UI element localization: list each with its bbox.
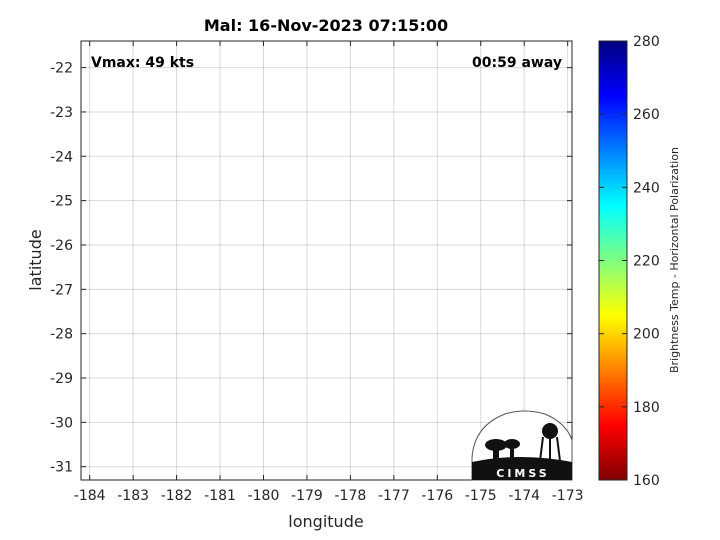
y-tick-label: -29 — [50, 371, 73, 387]
y-tick-label: -22 — [50, 61, 73, 77]
y-tick-label: -25 — [50, 194, 73, 210]
x-tick-label: -178 — [335, 488, 367, 504]
x-tick-label: -177 — [378, 488, 410, 504]
tick-layer: -184 -183 -182 -181 -180 -179 -178 -177 -176 -175… — [50, 41, 584, 504]
y-tick-label: -28 — [50, 327, 73, 343]
plot-area — [81, 41, 572, 480]
x-tick-label: -182 — [161, 488, 193, 504]
y-tick-label: -31 — [50, 460, 73, 476]
x-tick-label: -179 — [291, 488, 323, 504]
y-tick-label: -24 — [50, 149, 73, 165]
x-tick-label: -183 — [117, 488, 149, 504]
y-tick-label: -26 — [50, 238, 73, 254]
colorbar-tick-label: 180 — [633, 400, 660, 416]
colorbar-ticks: 160 180 200 220 240 260 280 — [599, 34, 660, 489]
x-tick-label: -181 — [204, 488, 236, 504]
x-tick-label: -174 — [508, 488, 540, 504]
chart-title: Mal: 16-Nov-2023 07:15:00 — [204, 16, 448, 35]
colorbar-tick-label: 260 — [633, 107, 660, 123]
x-tick-label: -173 — [552, 488, 584, 504]
x-axis-label: longitude — [288, 512, 363, 531]
y-tick-label: -23 — [50, 105, 73, 121]
x-tick-label: -176 — [421, 488, 453, 504]
colorbar-label: Brightness Temp - Horizontal Polarizatio… — [668, 147, 681, 373]
colorbar-tick-label: 200 — [633, 327, 660, 343]
colorbar-tick-label: 240 — [633, 180, 660, 196]
colorbar-tick-label: 280 — [633, 34, 660, 50]
y-tick-label: -27 — [50, 282, 73, 298]
y-axis-label: latitude — [26, 229, 45, 290]
time-away-annotation: 00:59 away — [472, 55, 562, 71]
x-tick-label: -175 — [465, 488, 497, 504]
axes-frame — [80, 40, 573, 481]
x-tick-label: -184 — [74, 488, 106, 504]
y-tick-label: -30 — [50, 415, 73, 431]
colorbar-tick-label: 220 — [633, 254, 660, 270]
vmax-annotation: Vmax: 49 kts — [91, 55, 194, 71]
x-tick-label: -180 — [248, 488, 280, 504]
cimss-logo: CIMSS — [471, 410, 573, 481]
colorbar-tick-label: 160 — [633, 473, 660, 489]
logo-text: CIMSS — [496, 467, 549, 480]
